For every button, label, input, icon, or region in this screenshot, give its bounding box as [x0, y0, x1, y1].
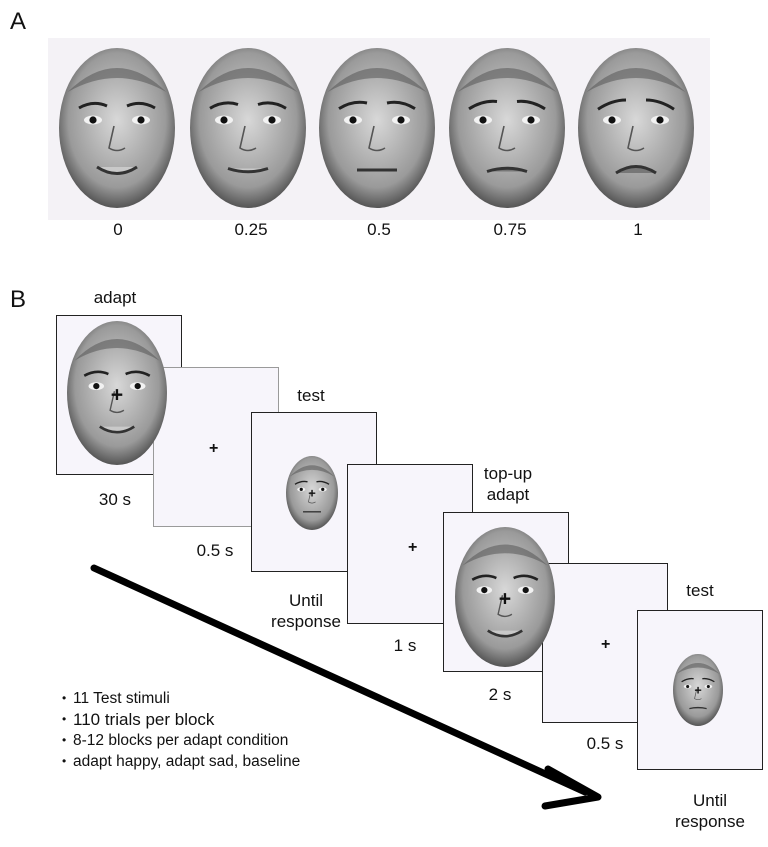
svg-text:+: + [499, 587, 511, 611]
svg-text:+: + [694, 683, 701, 697]
bullet-item: 8-12 blocks per adapt condition [62, 730, 300, 751]
topup-face: + [455, 527, 555, 667]
morph-level-05: 0.5 [367, 220, 391, 239]
test1-duration: Until response [271, 591, 341, 631]
blank1-duration: 0.5 s [196, 541, 234, 560]
topup-duration: 2 s [488, 685, 512, 704]
face-morph-2 [319, 48, 435, 208]
adapt-duration: 30 s [98, 490, 132, 509]
bullet-item: 11 Test stimuli [62, 688, 300, 709]
timeline-arrow-head [541, 765, 602, 810]
fixation-cross: + [601, 636, 611, 653]
blank3-duration: 0.5 s [586, 734, 624, 753]
morph-level-025: 0.25 [234, 220, 268, 239]
morph-level-1: 1 [633, 220, 643, 239]
test-face-1: + [286, 456, 338, 530]
fixation-cross: + [209, 440, 219, 457]
test-face-2: + [673, 654, 723, 726]
topup-label: top-up adapt [483, 464, 533, 504]
test2-duration: Until response [675, 791, 745, 831]
face-morph-4 [578, 48, 694, 208]
face-morph-0 [59, 48, 175, 208]
face-morph-1 [190, 48, 306, 208]
morph-level-075: 0.75 [493, 220, 527, 239]
procedure-bullets: 11 Test stimuli 110 trials per block 8-1… [62, 688, 300, 772]
svg-text:+: + [308, 485, 316, 500]
blank2-duration: 1 s [393, 636, 417, 655]
morph-level-0: 0 [113, 220, 123, 239]
timeline-arrow-shaft [90, 564, 589, 796]
bullet-item: adapt happy, adapt sad, baseline [62, 751, 300, 772]
svg-text:+: + [111, 383, 123, 407]
adapt-face: + [67, 321, 167, 465]
panel-a-letter: A [10, 8, 27, 35]
face-morph-3 [449, 48, 565, 208]
panel-b-letter: B [10, 286, 27, 313]
test1-label: test [297, 386, 325, 405]
bullet-item: 110 trials per block [62, 709, 300, 730]
test2-label: test [686, 581, 714, 600]
fixation-cross: + [408, 539, 418, 556]
adapt-label: adapt [93, 288, 137, 307]
